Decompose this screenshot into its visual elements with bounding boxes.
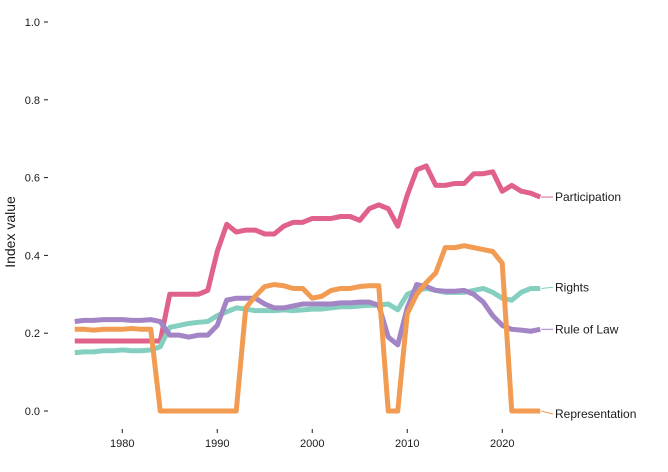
y-tick-label: 0.2 <box>25 328 40 340</box>
label-leader-rights <box>541 286 554 289</box>
x-tick-label: 2020 <box>490 438 514 450</box>
series-line-representation <box>74 243 541 414</box>
label-leader-representation <box>541 410 554 415</box>
series-line-participation <box>74 163 542 344</box>
series-layer <box>74 163 542 414</box>
y-axis-title: Index value <box>2 196 18 268</box>
series-label-representation: Representation <box>555 407 636 421</box>
x-tick-label: 1980 <box>110 438 134 450</box>
x-tick-label: 2000 <box>300 438 324 450</box>
series-line-rule-of-law <box>74 282 541 348</box>
y-tick-label: 0.0 <box>25 406 40 418</box>
x-axis: 1980 1990 2000 2010 2020 <box>110 429 514 450</box>
series-label-rights: Rights <box>555 280 589 294</box>
y-tick-label: 0.6 <box>25 173 40 185</box>
y-tick-label: 1.0 <box>25 17 40 29</box>
series-label-participation: Participation <box>555 190 621 204</box>
y-tick-label: 0.4 <box>25 250 40 262</box>
y-tick-label: 0.8 <box>25 95 40 107</box>
series-label-rule-of-law: Rule of Law <box>555 322 619 336</box>
y-axis: 0.0 0.2 0.4 0.6 0.8 1.0 <box>25 17 48 418</box>
x-tick-label: 2010 <box>395 438 419 450</box>
series-labels: Participation Rights Rule of Law Representa… <box>541 190 636 421</box>
x-tick-label: 1990 <box>205 438 229 450</box>
